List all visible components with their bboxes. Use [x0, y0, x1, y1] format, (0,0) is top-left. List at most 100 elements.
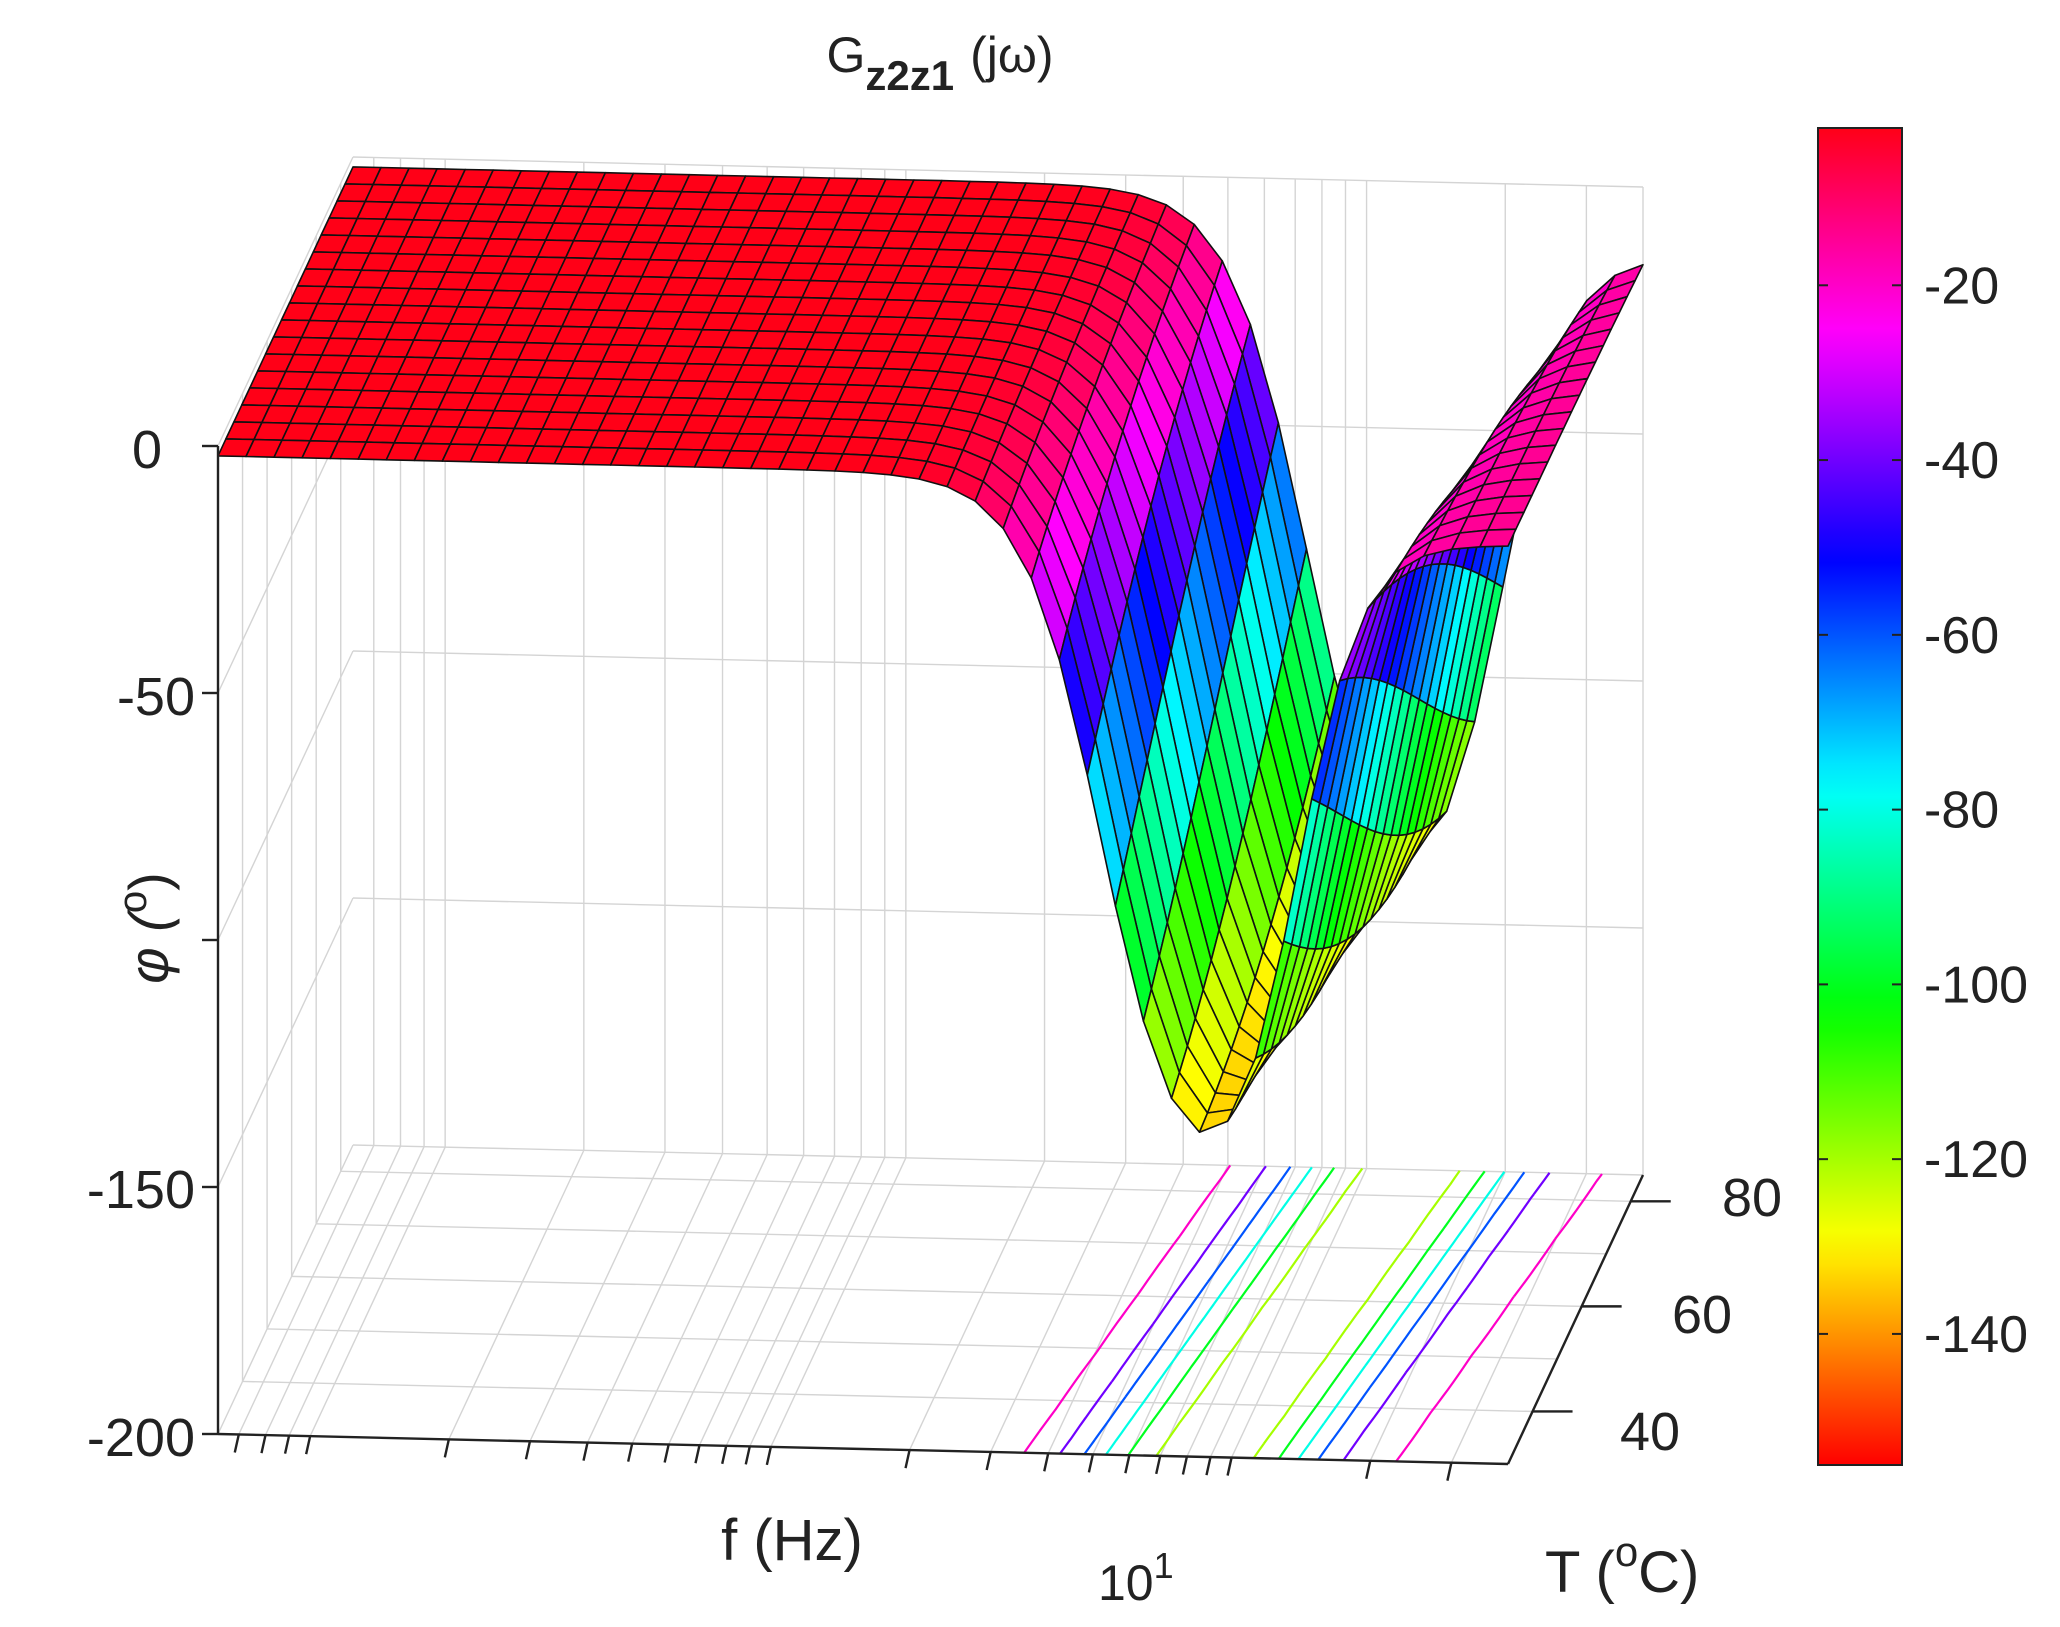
z-tick-label: 0	[132, 420, 162, 480]
x-axis-tick	[260, 1434, 267, 1454]
backwall-gridline-z	[352, 1144, 1644, 1176]
phase-surface	[217, 166, 1644, 1133]
z-tick-labels: 0 -50 -150 -200	[87, 420, 195, 1468]
floor-gridline-x	[1230, 1168, 1368, 1458]
z-tick-label: -50	[117, 667, 195, 727]
y-label-main: T (	[1545, 1540, 1615, 1605]
contour-line	[1083, 1166, 1526, 1461]
x-axis-tick	[1365, 1460, 1372, 1480]
floor-gridline-x	[238, 1145, 375, 1435]
x-axis-tick	[1043, 1453, 1050, 1472]
backwall-gridline-z	[352, 897, 1644, 929]
sidewall-gridline-z	[217, 897, 354, 1188]
z-tick-label: -150	[87, 1160, 195, 1220]
x-axis-tick	[1155, 1455, 1162, 1475]
x-axis-tick	[694, 1444, 701, 1464]
floor-gridline-x	[1047, 1164, 1184, 1454]
contour-line	[1155, 1167, 1461, 1459]
sidewall-gridline-z	[217, 1144, 354, 1435]
axes-lines	[202, 444, 1671, 1481]
colorbar-tick-label: -100	[1924, 956, 2028, 1014]
y-label-suffix: C)	[1638, 1540, 1699, 1605]
x-axis-tick	[744, 1446, 751, 1465]
x-axis-tick	[1124, 1454, 1131, 1474]
x-axis-tick	[985, 1451, 992, 1471]
z-axis-label: φ (o)	[111, 872, 180, 984]
floor-gridline-x	[288, 1146, 425, 1436]
x-axis-tick	[721, 1445, 728, 1465]
floor-gridline-x	[1450, 1173, 1588, 1463]
y-axis-line	[1506, 1174, 1645, 1465]
x-axis-tick	[582, 1442, 589, 1461]
floor-gridline-x	[1159, 1166, 1296, 1457]
floor-gridline-x	[448, 1150, 585, 1440]
floor-gridline-x	[1128, 1165, 1265, 1456]
floor-gridline-x	[698, 1155, 836, 1446]
floor-gridline-t	[267, 1328, 1558, 1360]
x-axis-tick	[1205, 1456, 1212, 1476]
floor-gridline-x	[1209, 1167, 1347, 1458]
z-label-suffix: )	[117, 872, 180, 891]
floor-gridline-t	[340, 1170, 1631, 1202]
colorbar-tick-label: -40	[1924, 432, 1999, 490]
floor-contours	[1023, 1164, 1603, 1463]
backwall-gridline-z	[352, 156, 1644, 188]
surface-patch	[1479, 528, 1517, 548]
y-tick-label: 80	[1722, 1168, 1782, 1228]
x-axis-tick	[1087, 1454, 1095, 1473]
contour-line	[1105, 1166, 1506, 1460]
floor-gridline-x	[749, 1157, 886, 1447]
x-axis-tick	[524, 1440, 532, 1460]
x-axis-tick	[663, 1444, 670, 1463]
x-axis-tick	[443, 1439, 451, 1458]
x-tick-label: 101	[1098, 1545, 1174, 1611]
y-tick-label: 40	[1620, 1402, 1680, 1462]
colorbar-ticks: -20 -40 -60 -80 -100 -120 -140	[1818, 257, 2028, 1364]
colorbar-fill	[1817, 127, 1903, 1466]
floor-gridline-x	[908, 1160, 1046, 1451]
x-axis-tick	[904, 1449, 911, 1469]
contour-line	[1023, 1164, 1603, 1463]
floor-gridline-x	[1369, 1171, 1506, 1462]
contour-line	[1127, 1167, 1486, 1460]
title-subscript: z2z1	[865, 52, 954, 99]
floor-gridline-x	[725, 1156, 862, 1447]
floor-gridline-x	[529, 1151, 666, 1442]
floor-gridline-t	[291, 1275, 1582, 1308]
floor-gridline-t	[316, 1223, 1607, 1255]
colorbar-tick-label: -80	[1924, 782, 1999, 840]
x-axis-tick	[1226, 1457, 1233, 1476]
x-axis-tick	[233, 1434, 240, 1453]
colorbar-tick-label: -20	[1924, 257, 1999, 315]
x-axis-label: f (Hz)	[721, 1508, 863, 1573]
title-main: G	[826, 27, 865, 83]
z-label-main: φ (	[117, 908, 180, 984]
x-axis-tick	[765, 1446, 773, 1466]
x-axis-tick	[1181, 1456, 1189, 1475]
contour-line	[1059, 1165, 1551, 1461]
floor-gridline-x	[990, 1162, 1127, 1453]
x-axis-tick	[304, 1435, 312, 1455]
x-tick-exponent: 1	[1154, 1545, 1174, 1586]
x-axis-tick	[283, 1435, 291, 1454]
floor-gridline-x	[264, 1145, 402, 1436]
x-axis-line	[217, 1432, 1509, 1466]
chart-title: Gz2z1 (jω)	[826, 27, 1053, 99]
floor-gridline-x	[631, 1154, 768, 1444]
x-tick-base: 10	[1098, 1555, 1154, 1611]
colorbar-tick-label: -120	[1924, 1131, 2028, 1189]
y-axis-label: T (oC)	[1545, 1528, 1699, 1605]
x-axis-tick	[1446, 1462, 1453, 1481]
floor-gridline-t	[242, 1380, 1533, 1413]
floor-gridline-x	[586, 1153, 724, 1443]
sidewall-gridline-z	[217, 156, 354, 447]
floor-gridline-x	[1092, 1165, 1229, 1455]
y-label-superscript: o	[1615, 1528, 1638, 1575]
floor-gridline-x	[668, 1155, 805, 1445]
colorbar: -20 -40 -60 -80 -100 -120 -140	[1817, 127, 2028, 1466]
floor-gridline-x	[770, 1157, 907, 1448]
y-tick-label: 60	[1672, 1285, 1732, 1345]
z-label-superscript: o	[111, 891, 155, 913]
z-tick-label: -200	[87, 1408, 195, 1468]
